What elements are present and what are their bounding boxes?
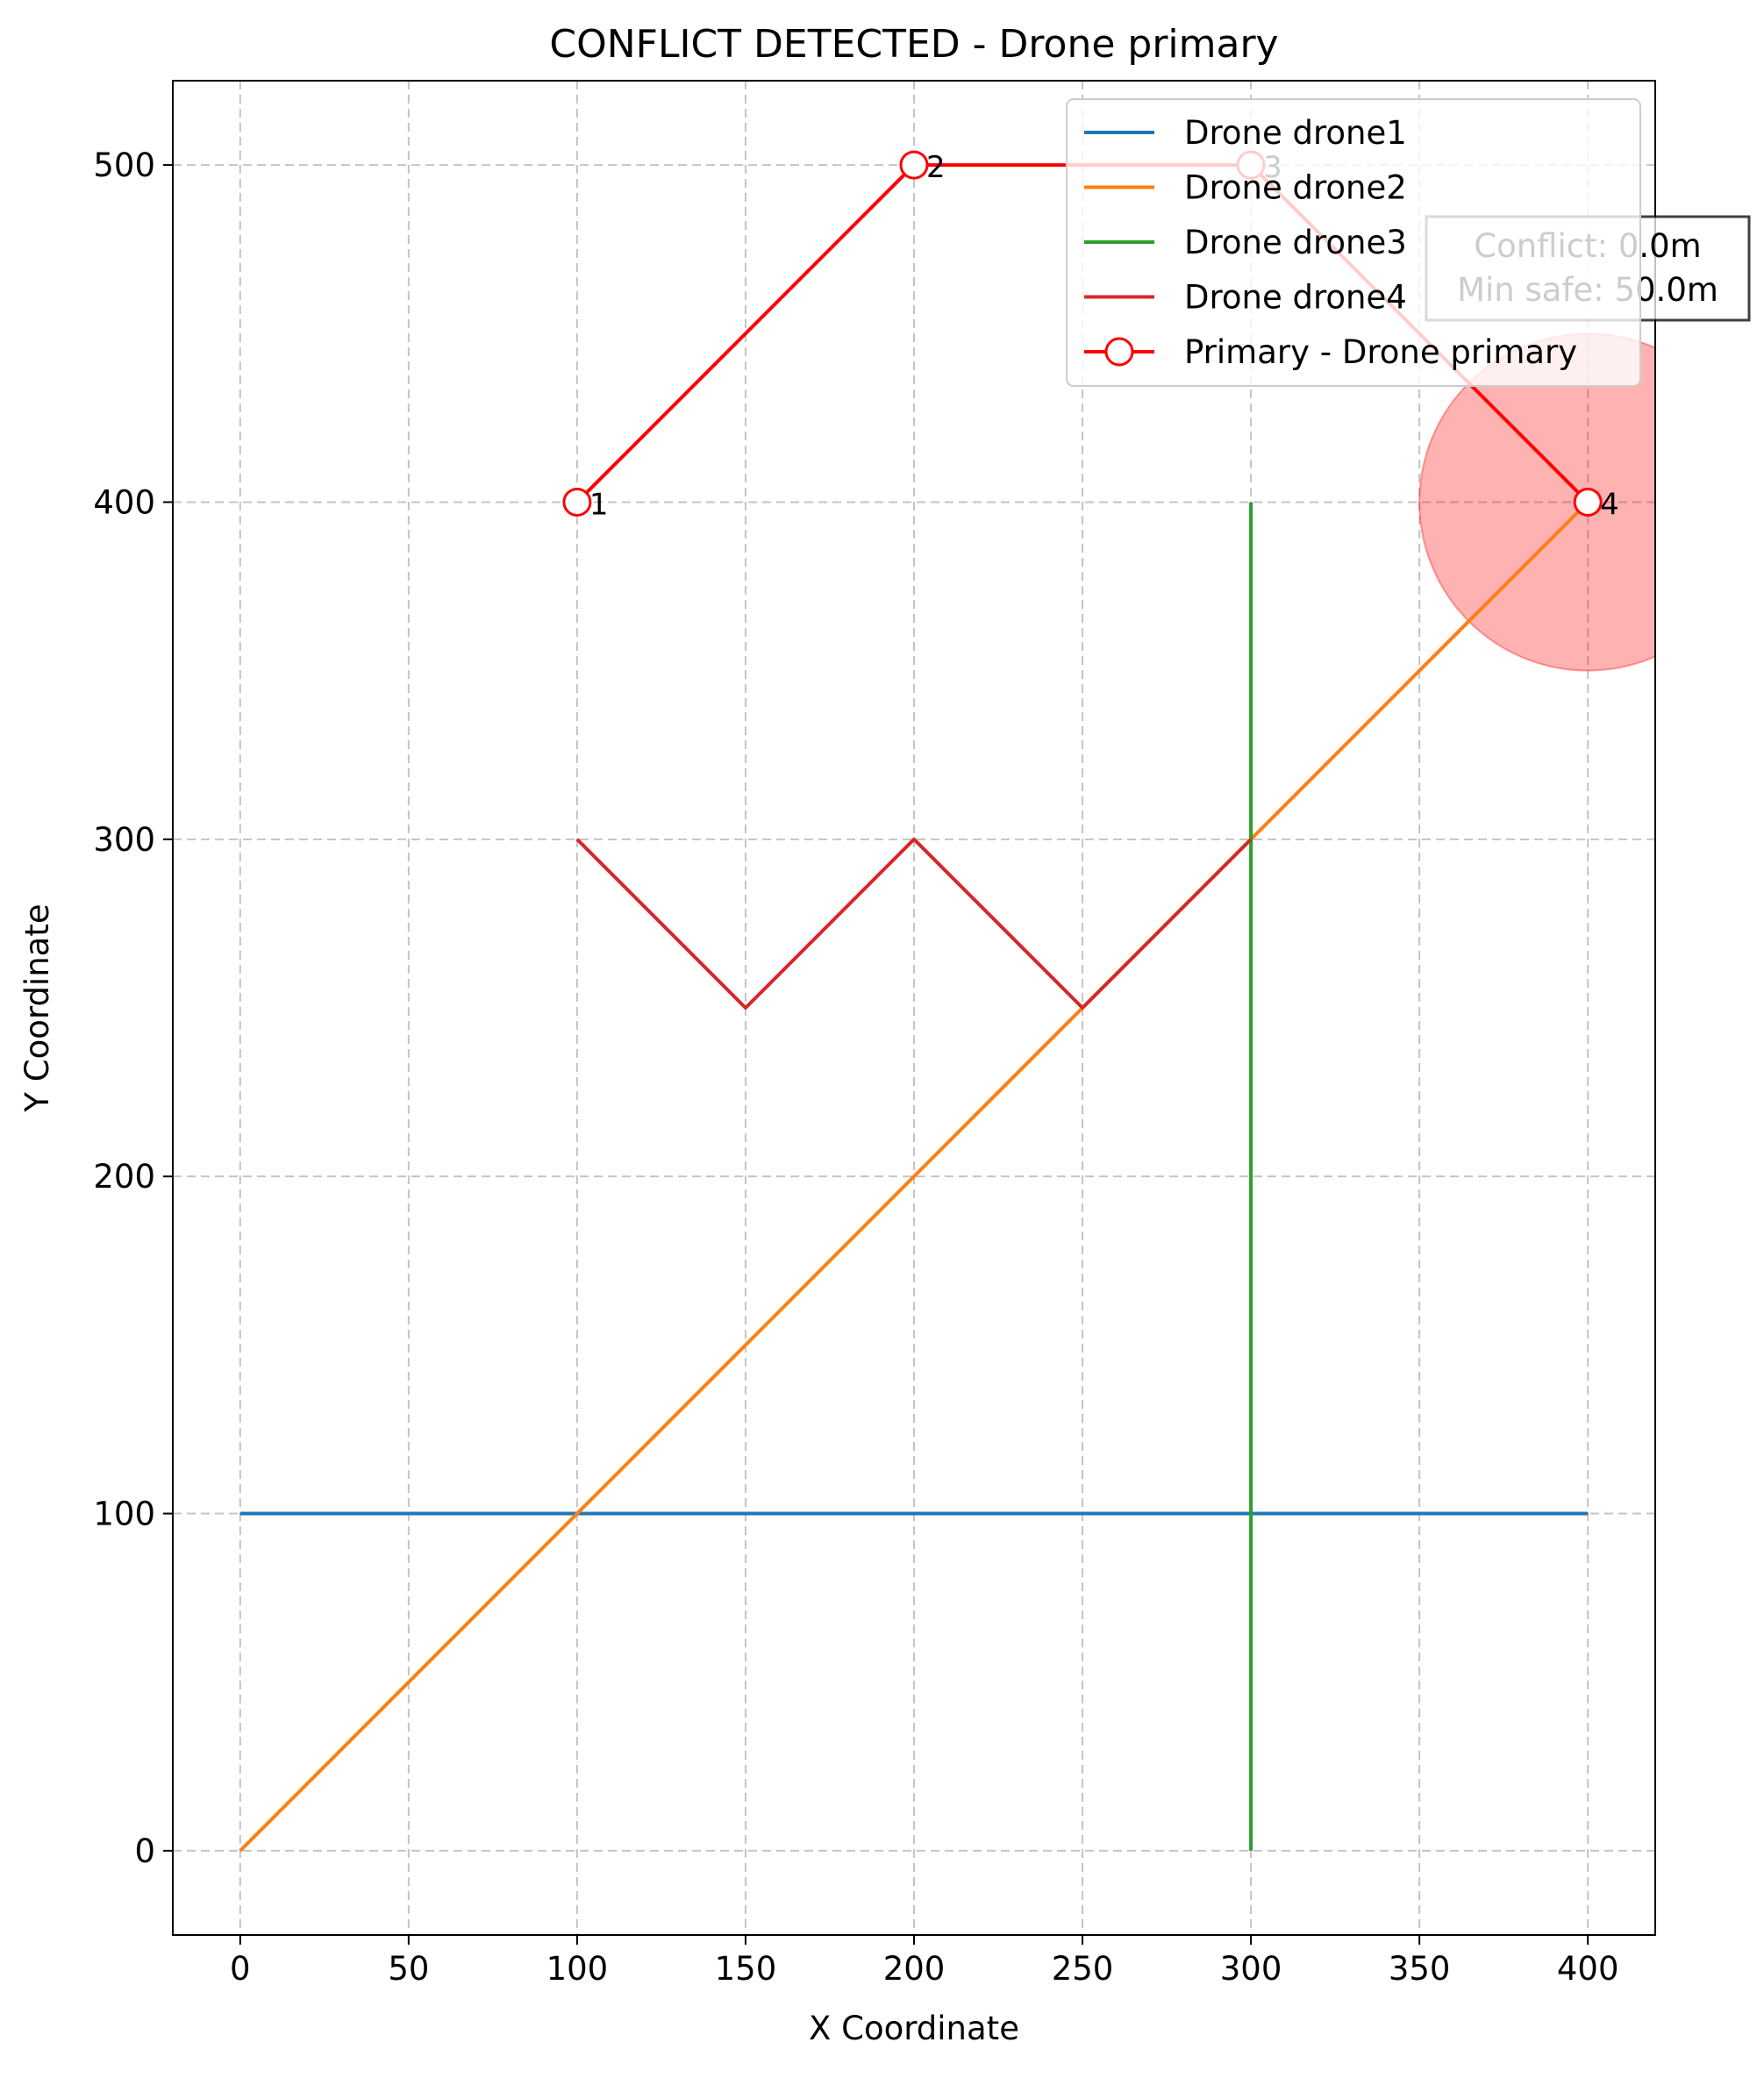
waypoint-label-1: 1: [589, 487, 609, 522]
legend-label-drone-drone2: Drone drone2: [1184, 169, 1407, 207]
legend: Drone drone1 Drone drone2 Drone drone3 Dron…: [1066, 98, 1641, 387]
primary-waypoint-marker-1: [562, 487, 592, 517]
x-tick-label: 50: [388, 1950, 429, 1988]
legend-box: [1066, 98, 1641, 387]
x-tick-label: 250: [1052, 1950, 1114, 1988]
legend-label-drone-drone3: Drone drone3: [1184, 224, 1407, 261]
series-line-drone-drone4: [575, 837, 1253, 1010]
axis-ticks: 0 50 100 150 200 250 300 350 400 0 100 200 300 400 500: [93, 146, 1618, 1988]
y-tick-label: 100: [93, 1496, 155, 1533]
legend-label-primary-drone-primary: Primary - Drone primary: [1184, 333, 1577, 371]
chart-title: CONFLICT DETECTED - Drone primary: [549, 22, 1278, 67]
legend-label-drone-drone1: Drone drone1: [1184, 114, 1407, 152]
y-axis-label: Y Coordinate: [18, 903, 56, 1112]
legend-label-drone-drone4: Drone drone4: [1184, 279, 1407, 317]
y-tick-label: 400: [93, 483, 155, 521]
y-tick-label: 0: [134, 1832, 155, 1870]
y-tick-label: 300: [93, 821, 155, 859]
series-line-drone-drone2: [239, 501, 1589, 1853]
x-tick-label: 400: [1557, 1950, 1619, 1988]
x-axis-label: X Coordinate: [809, 2010, 1019, 2047]
x-tick-label: 150: [715, 1950, 777, 1988]
x-tick-label: 200: [883, 1950, 946, 1988]
legend-marker-primary: [1104, 337, 1134, 367]
x-tick-label: 100: [546, 1950, 609, 1988]
primary-waypoint-marker-4: [1573, 487, 1603, 517]
y-tick-label: 500: [93, 146, 155, 184]
primary-waypoint-marker-2: [899, 150, 929, 180]
y-tick-label: 200: [93, 1158, 155, 1196]
waypoint-label-4: 4: [1600, 487, 1619, 522]
waypoint-label-2: 2: [926, 150, 946, 185]
x-tick-label: 0: [230, 1950, 251, 1988]
x-tick-label: 300: [1220, 1950, 1282, 1988]
x-tick-label: 350: [1389, 1950, 1451, 1988]
